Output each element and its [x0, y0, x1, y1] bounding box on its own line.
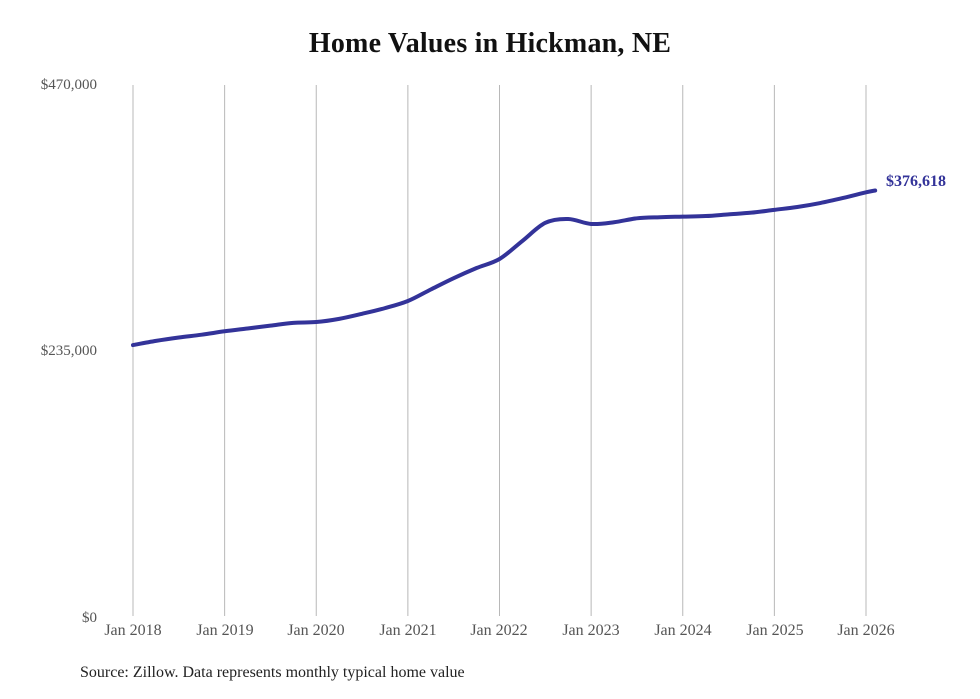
x-axis-tick-2026: Jan 2026	[837, 622, 895, 639]
x-axis-tick-2025: Jan 2025	[746, 622, 804, 639]
x-axis-tick-2022: Jan 2022	[470, 622, 528, 639]
home-value-line	[131, 188, 878, 348]
vertical-gridlines	[132, 85, 867, 616]
x-axis-tick-2023: Jan 2023	[562, 622, 620, 639]
x-axis-tick-2018: Jan 2018	[104, 622, 162, 639]
x-axis-tick-2020: Jan 2020	[287, 622, 345, 639]
x-axis-tick-2021: Jan 2021	[379, 622, 437, 639]
source-note: Source: Zillow. Data represents monthly …	[80, 664, 465, 681]
y-axis-tick-zero: $0	[82, 610, 97, 626]
y-axis-tick-mid: $235,000	[40, 343, 97, 359]
chart-title: Home Values in Hickman, NE	[308, 28, 672, 59]
x-axis-tick-2019: Jan 2019	[196, 622, 254, 639]
end-value-annotation: $376,618	[886, 173, 946, 190]
x-axis-tick-2024: Jan 2024	[654, 622, 712, 639]
plot-area	[131, 85, 878, 616]
y-axis-tick-top: $470,000	[40, 77, 97, 93]
